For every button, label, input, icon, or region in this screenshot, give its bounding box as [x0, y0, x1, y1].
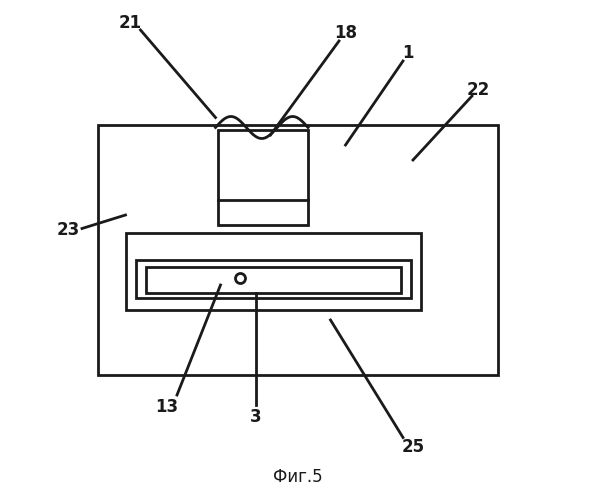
Bar — [145, 266, 401, 292]
Text: 25: 25 — [402, 438, 424, 456]
Text: 23: 23 — [57, 221, 80, 239]
Bar — [98, 125, 498, 375]
Bar — [135, 260, 411, 298]
Text: 1: 1 — [402, 44, 414, 62]
Text: 22: 22 — [467, 81, 490, 99]
Text: Фиг.5: Фиг.5 — [273, 468, 323, 486]
Text: 3: 3 — [250, 408, 261, 426]
Text: 21: 21 — [119, 14, 142, 32]
Text: 13: 13 — [156, 398, 179, 416]
Circle shape — [235, 274, 246, 283]
Bar — [218, 130, 308, 225]
Text: 18: 18 — [334, 24, 357, 42]
Bar — [126, 232, 421, 310]
